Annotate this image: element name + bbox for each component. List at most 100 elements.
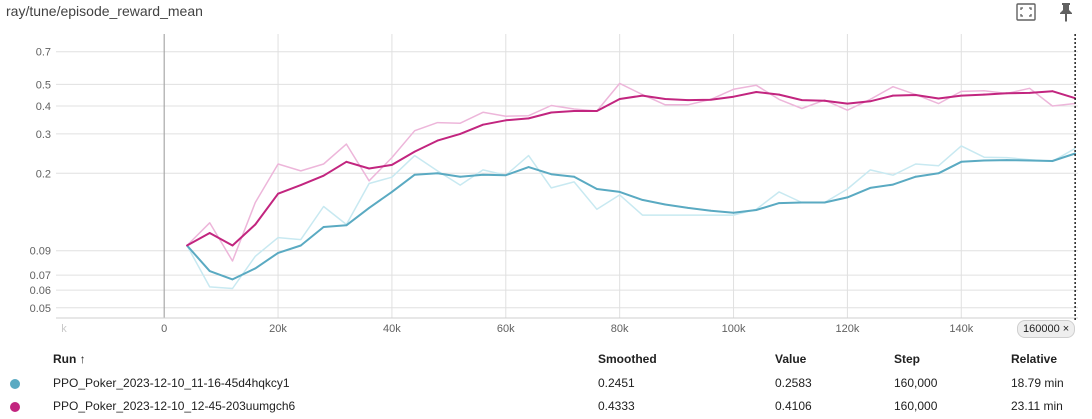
data-point [527,117,530,120]
raw-series-line [186,145,1076,290]
data-point [504,119,507,122]
x-tick-label: k [61,323,67,335]
x-tick-label: 120k [835,323,859,335]
step-value: 160,000 [894,399,938,413]
data-point [459,175,462,178]
data-point [254,267,257,270]
data-point [299,244,302,247]
data-point [277,252,279,254]
data-point [641,198,644,201]
fullscreen-icon[interactable] [1015,1,1037,23]
chart-series [186,34,1077,320]
data-point [755,209,758,211]
data-point [869,100,872,103]
data-point [800,99,803,102]
data-point [960,94,963,97]
data-point [595,110,598,112]
column-header-smoothed[interactable]: Smoothed [598,352,657,366]
y-tick-label: 0.06 [30,285,51,297]
y-tick-label: 0.4 [36,101,51,113]
data-point [322,174,325,177]
data-point [1005,159,1008,162]
data-point [368,206,371,209]
data-point [1074,152,1077,155]
data-point [687,206,689,209]
x-tick-label: 20k [269,323,287,335]
run-color-dot [10,379,20,389]
pin-icon[interactable] [1055,1,1077,23]
column-header-run[interactable]: Run ↑ [53,352,86,366]
line-chart[interactable]: 0.05 0.06 0.07 0.09 0.2 0.3 0.4 0.5 0.7 0 20k 40k 60… [0,0,1092,345]
data-point [550,173,553,176]
data-point [299,184,302,187]
data-point [573,175,576,178]
data-point [823,201,826,204]
data-point [482,123,484,126]
data-point [1028,159,1031,162]
data-point [459,133,462,135]
y-tick-label: 0.5 [36,79,51,91]
data-point [846,196,849,199]
data-point [345,224,348,227]
relative-time: 18.79 min [1011,376,1064,390]
smoothed-value: 0.2451 [598,376,635,390]
raw-series-line [186,82,1076,262]
data-point [413,150,416,153]
data-point [914,94,917,96]
x-tick-label: 40k [383,323,401,335]
y-tick-label: 0.05 [30,303,51,315]
run-name: PPO_Poker_2023-12-10_12-45-203uumgch6 [53,399,296,413]
data-point [368,167,371,170]
run-name: PPO_Poker_2023-12-10_11-16-45d4hqkcy1 [53,376,290,390]
x-tick-label: 100k [722,323,746,335]
smoothed-series-line [186,90,1076,247]
data-point [960,160,963,163]
data-point [755,91,758,93]
data-point [778,93,780,96]
data-point [983,159,985,162]
chart-title: ray/tune/episode_reward_mean [6,3,203,19]
chart-axes: 0.05 0.06 0.07 0.09 0.2 0.3 0.4 0.5 0.7 0 20k 40k 60… [30,34,1078,335]
data-point [869,186,872,189]
data-point [550,111,553,114]
data-point [504,174,507,177]
y-tick-label: 0.2 [36,168,51,180]
table-row[interactable]: PPO_Poker_2023-12-10_11-16-45d4hqkcy1 0.… [0,376,1092,396]
data-point [1051,160,1054,162]
data-point [664,98,667,100]
column-header-step[interactable]: Step [894,352,921,366]
data-point [687,99,689,102]
y-tick-label: 0.3 [36,129,51,141]
data-point [436,172,439,175]
x-tick-label: 140k [949,323,973,335]
data-point [914,175,917,178]
smoothed-series-line [186,152,1076,281]
data-point [709,98,712,101]
table-row[interactable]: PPO_Poker_2023-12-10_12-45-203uumgch6 0.… [0,399,1092,419]
data-point [641,94,644,97]
data-point [573,110,576,112]
data-point [664,203,667,206]
column-header-value[interactable]: Value [775,352,807,366]
step-value: 160,000 [894,376,938,390]
data-point [732,95,735,98]
data-point [1028,91,1031,94]
step-cursor-label[interactable]: 160000 × [1017,320,1076,338]
data-point [1005,92,1008,95]
data-point [618,191,621,193]
chart-grid [56,34,1078,318]
raw-value: 0.2583 [775,376,812,390]
data-point [937,172,940,175]
relative-time: 23.11 min [1011,399,1063,413]
data-point [892,183,894,186]
data-point [983,93,985,96]
data-point [436,139,439,142]
data-point [527,166,530,169]
data-point [186,244,188,247]
data-point [846,102,849,105]
column-header-relative[interactable]: Relative [1011,352,1058,366]
smoothed-value: 0.4333 [598,399,635,413]
data-point [937,97,940,100]
data-point [800,201,803,204]
data-point [595,188,598,190]
